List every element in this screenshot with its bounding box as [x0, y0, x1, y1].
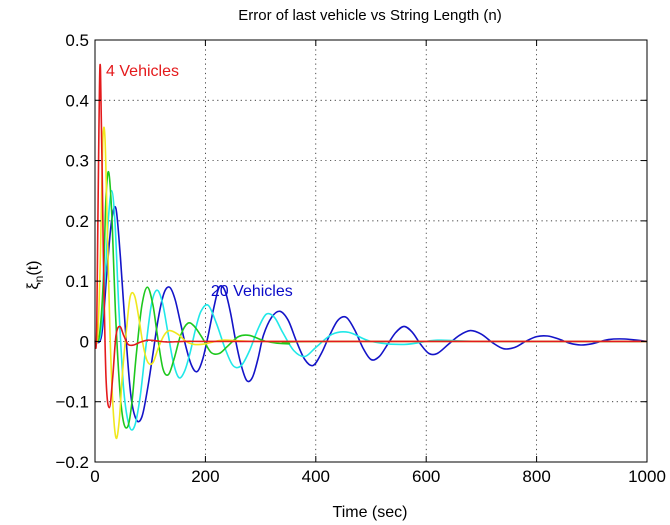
chart-title: Error of last vehicle vs String Length (…: [238, 7, 501, 24]
annotation-label: 4 Vehicles: [106, 63, 179, 80]
series-line-1: [94, 63, 648, 409]
y-axis-label-subscript: n: [32, 276, 46, 283]
plot-area: [95, 40, 647, 462]
series-line-3: [94, 170, 648, 429]
annotations: 4 Vehicles 20 Vehicles: [106, 63, 293, 300]
y-tick-label: 0: [80, 332, 89, 351]
x-tick-label: 400: [302, 467, 330, 486]
x-tick-label: 800: [522, 467, 550, 486]
plot-frame: [94, 39, 648, 463]
axis-ticks: 0 200 400 600 800 1000 −0.2 −0.1 0 0.1 0.2 0.3 0.4 0.…: [55, 31, 665, 486]
y-axis-label: ξn(t): [25, 261, 46, 290]
x-tick-label: 200: [191, 467, 219, 486]
y-axis-label-base: ξ: [25, 282, 42, 289]
annotation-label: 20 Vehicles: [211, 283, 293, 300]
series-line-5: [94, 205, 648, 423]
x-tick-label: 1000: [628, 467, 666, 486]
y-tick-label: 0.5: [65, 31, 89, 50]
x-tick-label: 0: [90, 467, 99, 486]
y-tick-label: −0.1: [55, 393, 89, 412]
y-axis-label-tail: (t): [25, 261, 42, 276]
x-axis-label: Time (sec): [333, 504, 408, 521]
series-line-2: [94, 126, 648, 440]
y-tick-label: 0.1: [65, 272, 89, 291]
y-tick-label: 0.3: [65, 152, 89, 171]
y-tick-label: −0.2: [55, 453, 89, 472]
series-line-4: [94, 189, 648, 431]
y-tick-label: 0.2: [65, 212, 89, 231]
series-group: [94, 63, 648, 440]
y-tick-label: 0.4: [65, 91, 89, 110]
x-tick-label: 600: [412, 467, 440, 486]
